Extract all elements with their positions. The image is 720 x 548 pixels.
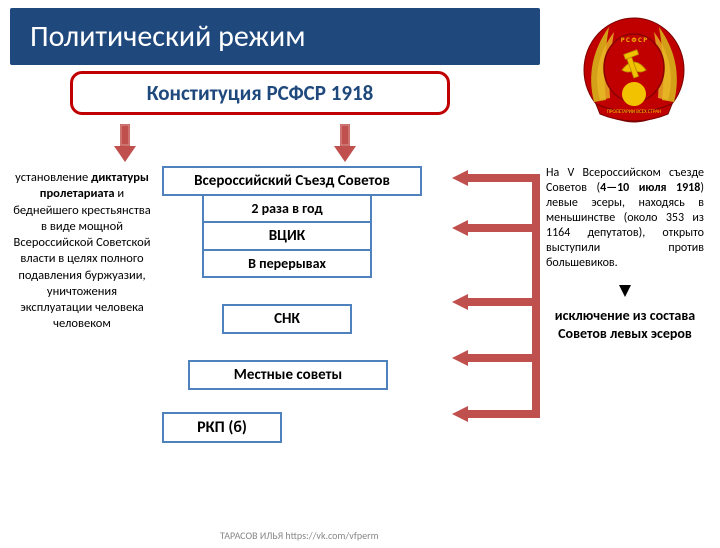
svg-text:ПРОЛЕТАРИИ ВСЕХ СТРАН: ПРОЛЕТАРИИ ВСЕХ СТРАН [607, 109, 661, 115]
right-paragraph: На V Всероссийском съезде Советов (4—10 … [546, 166, 704, 271]
small-down-arrow-icon [619, 285, 631, 297]
hierarchy-box: Местные советы [188, 360, 388, 390]
down-arrow-left-icon [110, 124, 140, 162]
left-description: установление диктатуры пролетариата и бе… [0, 166, 158, 496]
right-conclusion: исключение из состава Советов левых эсер… [546, 307, 704, 342]
hierarchy-box: 2 раза в год [202, 194, 372, 223]
svg-text:Р С Ф С Р: Р С Ф С Р [621, 35, 648, 44]
hierarchy-box: РКП (б) [162, 412, 282, 443]
hierarchy: Всероссийский Съезд Советов2 раза в годВ… [158, 166, 438, 496]
subtitle-box: Конституция РСФСР 1918 [70, 71, 450, 115]
emblem-icon: Р С Ф С Р ПРОЛЕТАРИИ ВСЕХ СТРАН [574, 12, 694, 132]
hierarchy-box: СНК [222, 304, 352, 334]
right-column: На V Всероссийском съезде Советов (4—10 … [540, 166, 710, 496]
footer-credit: ТАРАСОВ ИЛЬЯ https://vk.com/vfperm [220, 529, 379, 542]
down-arrow-right-icon [330, 124, 360, 162]
hierarchy-box: Всероссийский Съезд Советов [162, 166, 422, 196]
hierarchy-box: В перерывах [202, 249, 372, 278]
page-title: Политический режим [10, 8, 540, 65]
side-arrows [438, 166, 540, 496]
hierarchy-box: ВЦИК [202, 221, 372, 251]
